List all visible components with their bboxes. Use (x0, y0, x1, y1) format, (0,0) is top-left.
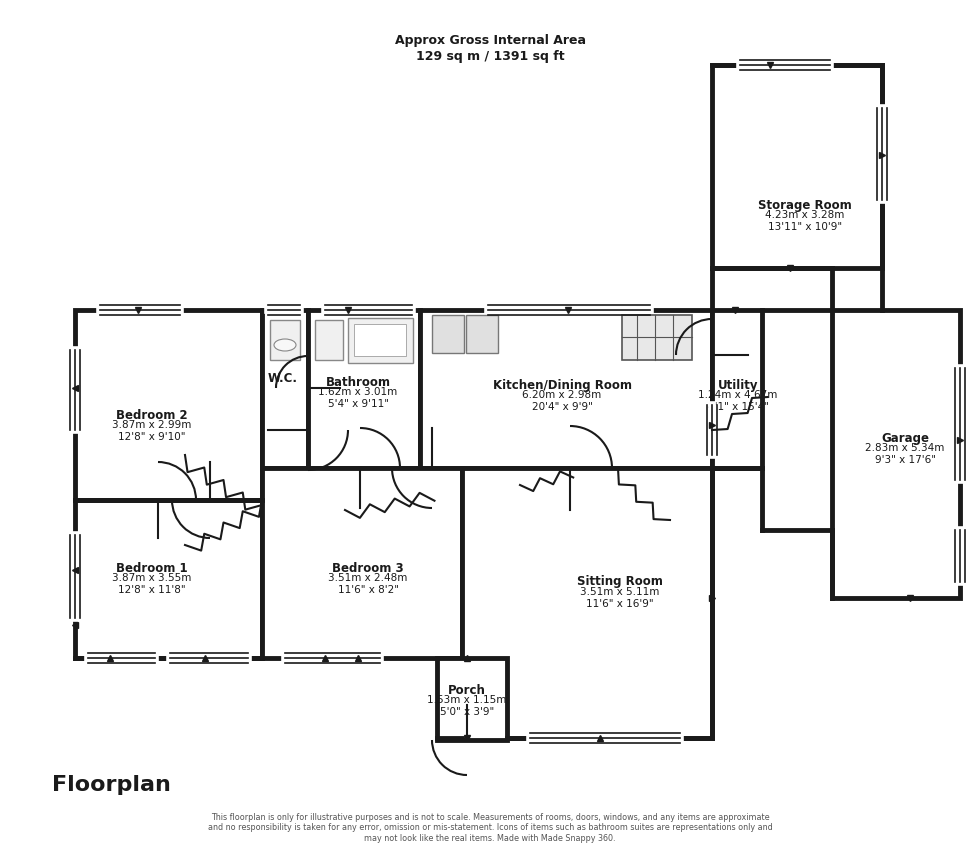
Text: Bedroom 1: Bedroom 1 (117, 562, 188, 575)
Bar (832, 310, 960, 598)
Text: 129 sq m / 1391 sq ft: 129 sq m / 1391 sq ft (416, 49, 564, 63)
Bar (308, 310, 420, 468)
Text: 3.87m x 2.99m
12'8" x 9'10": 3.87m x 2.99m 12'8" x 9'10" (113, 420, 192, 442)
Bar (262, 310, 308, 468)
Bar (437, 658, 507, 740)
Text: Approx Gross Internal Area: Approx Gross Internal Area (395, 33, 585, 47)
Ellipse shape (274, 339, 296, 351)
Text: 3.51m x 5.11m
11'6" x 16'9": 3.51m x 5.11m 11'6" x 16'9" (580, 587, 660, 609)
Bar (262, 468, 462, 658)
Bar (315, 320, 343, 360)
Text: Storage Room: Storage Room (759, 199, 852, 212)
Text: 6.20m x 2.98m
20'4" x 9'9": 6.20m x 2.98m 20'4" x 9'9" (522, 390, 602, 411)
Text: 3.51m x 2.48m
11'6" x 8'2": 3.51m x 2.48m 11'6" x 8'2" (328, 573, 408, 595)
Bar (712, 65, 882, 268)
Text: Bedroom 3: Bedroom 3 (332, 562, 404, 575)
Bar (712, 310, 762, 468)
Text: W.C.: W.C. (268, 371, 298, 384)
Text: Floorplan: Floorplan (52, 775, 171, 795)
Text: 2.83m x 5.34m
9'3" x 17'6": 2.83m x 5.34m 9'3" x 17'6" (865, 443, 945, 465)
Text: Porch: Porch (448, 683, 486, 696)
Bar (75, 500, 262, 658)
Text: Garage: Garage (881, 432, 929, 445)
Text: Sitting Room: Sitting Room (577, 575, 662, 588)
Text: Kitchen/Dining Room: Kitchen/Dining Room (493, 378, 631, 392)
Bar (432, 315, 464, 353)
Text: This floorplan is only for illustrative purposes and is not to scale. Measuremen: This floorplan is only for illustrative … (208, 813, 772, 843)
Text: Bathroom: Bathroom (325, 376, 390, 388)
Text: Utility: Utility (717, 378, 759, 392)
Bar (622, 315, 692, 360)
Text: 1.62m x 3.01m
5'4" x 9'11": 1.62m x 3.01m 5'4" x 9'11" (318, 388, 398, 409)
Text: Bedroom 2: Bedroom 2 (117, 409, 188, 422)
Bar (354, 324, 406, 356)
Bar (420, 310, 712, 468)
Bar (348, 318, 413, 363)
Text: 1.53m x 1.15m
5'0" x 3'9": 1.53m x 1.15m 5'0" x 3'9" (427, 695, 507, 717)
Text: 1.24m x 4.67m
4'1" x 15'4": 1.24m x 4.67m 4'1" x 15'4" (699, 390, 778, 411)
Bar (75, 310, 262, 500)
Text: 4.23m x 3.28m
13'11" x 10'9": 4.23m x 3.28m 13'11" x 10'9" (765, 210, 845, 232)
Text: 3.87m x 3.55m
12'8" x 11'8": 3.87m x 3.55m 12'8" x 11'8" (113, 573, 192, 595)
Bar (462, 468, 712, 738)
Bar (466, 315, 498, 353)
Bar (270, 320, 300, 360)
